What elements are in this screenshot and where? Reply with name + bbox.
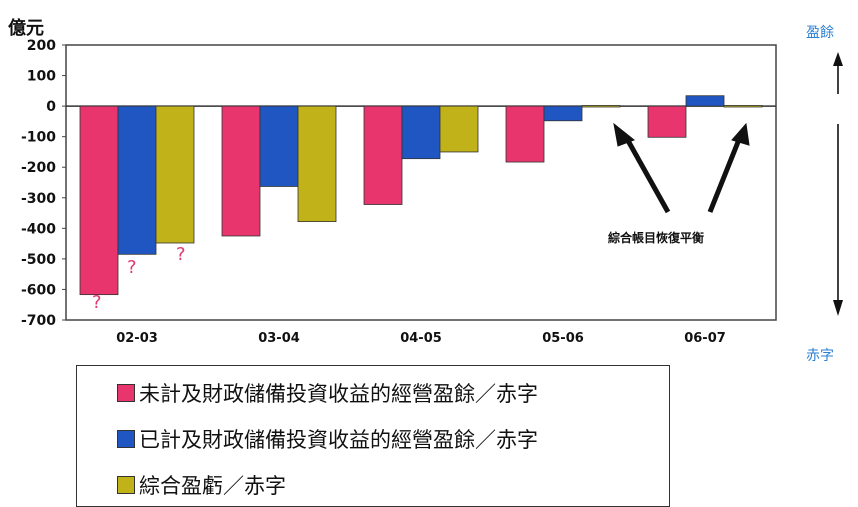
y-tick-label-1: 100 bbox=[27, 69, 56, 85]
bar-series2-05-06 bbox=[543, 105, 583, 122]
legend-label-1: 未計及財政儲備投資收益的經營盈餘／赤字 bbox=[139, 382, 538, 406]
y-tick-label-9: -700 bbox=[21, 313, 56, 329]
legend-swatch-2 bbox=[117, 430, 135, 448]
legend: 未計及財政儲備投資收益的經營盈餘／赤字 已計及財政儲備投資收益的經營盈餘／赤字 … bbox=[76, 365, 670, 507]
legend-item-1: 未計及財政儲備投資收益的經營盈餘／赤字 bbox=[117, 378, 538, 408]
y-tick-label-6: -400 bbox=[21, 221, 56, 237]
y-tick-label-7: -500 bbox=[21, 252, 56, 268]
surplus-axis-arrowhead bbox=[833, 52, 843, 66]
bar-series1-04-05 bbox=[363, 105, 403, 205]
y-tick-label-3: -100 bbox=[21, 130, 56, 146]
deficit-side-label: 赤字 bbox=[806, 348, 834, 364]
y-tick-label-5: -300 bbox=[21, 191, 56, 207]
question-mark-2: ? bbox=[176, 244, 186, 265]
x-tick-label-02-03: 02-03 bbox=[116, 331, 158, 346]
legend-item-2: 已計及財政儲備投資收益的經營盈餘／赤字 bbox=[117, 424, 538, 454]
legend-item-3: 綜合盈虧／赤字 bbox=[117, 470, 286, 500]
bar-series1-03-04 bbox=[221, 105, 261, 237]
bar-series1-02-03 bbox=[79, 105, 119, 296]
surplus-side-label: 盈餘 bbox=[806, 25, 834, 41]
bar-series3-03-04 bbox=[297, 105, 337, 223]
annotation-arrow-left-head bbox=[613, 122, 635, 147]
legend-label-2: 已計及財政儲備投資收益的經營盈餘／赤字 bbox=[139, 428, 538, 452]
x-tick-label-03-04: 03-04 bbox=[258, 331, 300, 346]
question-mark-1: ? bbox=[127, 257, 137, 278]
legend-swatch-3 bbox=[117, 476, 135, 494]
legend-label-3: 綜合盈虧／赤字 bbox=[139, 474, 286, 498]
y-tick-label-2: 0 bbox=[46, 99, 56, 115]
annotation-arrow-right bbox=[707, 136, 743, 213]
y-axis-unit-label: 億元 bbox=[8, 18, 44, 39]
y-tick-label-0: 200 bbox=[27, 38, 56, 54]
y-tick-label-8: -600 bbox=[21, 282, 56, 298]
bar-series3-06-07 bbox=[723, 105, 763, 108]
chart: 200 100 0 -100 -200 -300 -400 -500 -600 -700 02-03… bbox=[21, 38, 843, 346]
x-tick-label-05-06: 05-06 bbox=[542, 331, 584, 346]
annotation-arrow-left bbox=[623, 135, 671, 214]
bar-series2-04-05 bbox=[401, 105, 441, 160]
annotation-arrow-right-head bbox=[731, 122, 750, 146]
question-mark-3: ? bbox=[92, 292, 102, 313]
bar-series1-05-06 bbox=[505, 105, 545, 163]
y-tick-label-4: -200 bbox=[21, 160, 56, 176]
x-tick-label-04-05: 04-05 bbox=[400, 331, 442, 346]
bar-series2-03-04 bbox=[259, 105, 299, 187]
deficit-axis-arrowhead bbox=[833, 300, 843, 316]
bar-series3-05-06 bbox=[581, 105, 621, 108]
bar-series1-06-07 bbox=[647, 105, 687, 138]
x-tick-label-06-07: 06-07 bbox=[684, 331, 726, 346]
bar-series2-02-03 bbox=[117, 105, 157, 255]
balance-annotation: 綜合帳目恢復平衡 bbox=[608, 231, 705, 245]
legend-swatch-1 bbox=[117, 384, 135, 402]
bar-series2-06-07 bbox=[685, 95, 725, 107]
bar-series3-04-05 bbox=[439, 105, 479, 153]
bar-series3-02-03 bbox=[155, 105, 195, 244]
